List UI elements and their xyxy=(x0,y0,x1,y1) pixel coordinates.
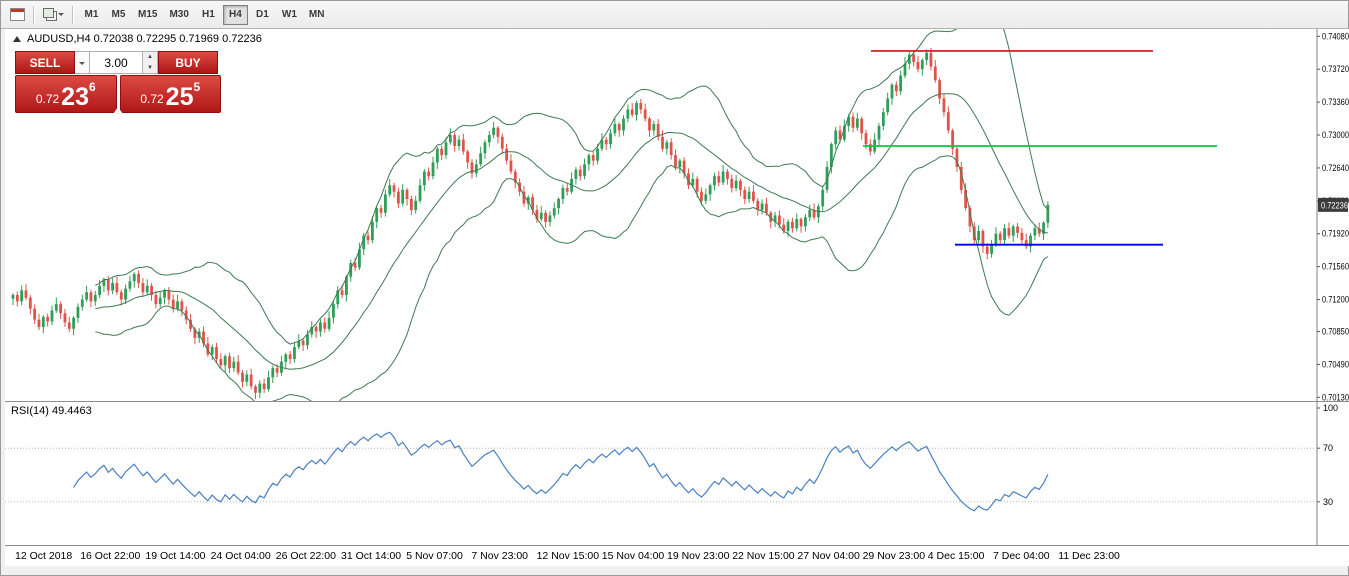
time-label: 15 Nov 04:00 xyxy=(601,550,665,562)
svg-text:0.72640: 0.72640 xyxy=(1322,163,1349,173)
price-axis: 0.74080 0.73720 0.73360 0.73000 0.72640 0.722… xyxy=(1316,29,1349,401)
timeframe-m15[interactable]: M15 xyxy=(133,5,162,25)
time-label: 12 Nov 15:00 xyxy=(536,550,600,562)
timeframe-m5[interactable]: M5 xyxy=(106,5,131,25)
svg-text:0.72236: 0.72236 xyxy=(1321,200,1348,210)
volume-stepper[interactable] xyxy=(143,51,158,74)
time-label: 19 Oct 14:00 xyxy=(145,550,206,562)
volume-input[interactable]: 3.00 xyxy=(90,51,143,74)
bollinger-bands xyxy=(95,29,1049,401)
bottom-strip xyxy=(1,566,1348,575)
buy-price-big: 25 xyxy=(165,83,194,111)
timeframe-d1[interactable]: D1 xyxy=(250,5,275,25)
time-label: 22 Nov 15:00 xyxy=(732,550,795,562)
volume-dropdown-icon[interactable] xyxy=(75,51,90,74)
buy-price-display[interactable]: 0.72 25 5 xyxy=(119,75,221,113)
svg-text:0.73720: 0.73720 xyxy=(1322,64,1349,74)
svg-text:0.73360: 0.73360 xyxy=(1322,97,1349,107)
volume-down-icon[interactable] xyxy=(143,62,157,73)
trend-lines xyxy=(863,50,1217,246)
ohlc-readout: AUDUSD,H4 0.72038 0.72295 0.71969 0.7223… xyxy=(27,33,262,45)
svg-text:0.71200: 0.71200 xyxy=(1322,295,1349,305)
timeframe-m30[interactable]: M30 xyxy=(164,5,193,25)
sell-price-display[interactable]: 0.72 23 6 xyxy=(15,75,117,113)
svg-text:30: 30 xyxy=(1323,497,1333,507)
svg-text:0.70130: 0.70130 xyxy=(1322,392,1349,401)
rsi-indicator-label: RSI(14) 49.4463 xyxy=(11,405,92,417)
time-label: 5 Nov 07:00 xyxy=(406,550,463,562)
layers-icon xyxy=(43,8,54,18)
sell-price-big: 23 xyxy=(61,83,89,111)
buy-button[interactable]: BUY xyxy=(158,51,218,74)
rsi-panel: 100 70 30 RSI(14) 49.4463 xyxy=(5,401,1349,545)
toolbar: M1 M5 M15 M30 H1 H4 D1 W1 MN xyxy=(1,1,1348,29)
window-icon xyxy=(9,8,25,21)
quote-label: AUDUSD,H4 0.72038 0.72295 0.71969 0.7223… xyxy=(13,33,262,45)
svg-text:0.73000: 0.73000 xyxy=(1322,130,1349,140)
sell-price-prefix: 0.72 xyxy=(35,92,60,106)
buy-price-prefix: 0.72 xyxy=(140,92,164,106)
chart-window-icon[interactable] xyxy=(6,4,28,26)
time-label: 12 Oct 2018 xyxy=(15,550,73,562)
svg-text:0.71920: 0.71920 xyxy=(1322,229,1349,239)
main-chart-panel: 0.740800.737200.733600.730000.726400.722… xyxy=(5,29,1349,401)
time-label: 24 Oct 04:00 xyxy=(210,550,271,562)
trade-controls-row: SELL 3.00 BUY xyxy=(15,51,221,74)
current-price-badge: 0.72236 xyxy=(1318,197,1348,212)
oneclick-collapse-icon[interactable] xyxy=(13,32,21,42)
time-label: 11 Dec 23:00 xyxy=(1058,550,1120,562)
svg-text:70: 70 xyxy=(1323,443,1333,453)
buy-price-pip: 5 xyxy=(193,80,201,94)
spread-notch xyxy=(113,107,123,114)
chart-window: 0.740800.737200.733600.730000.726400.722… xyxy=(5,29,1349,566)
toolbar-separator xyxy=(33,5,35,24)
chart-layers-button[interactable] xyxy=(40,4,67,26)
timeframe-mn[interactable]: MN xyxy=(304,5,330,25)
time-label: 19 Nov 23:00 xyxy=(667,550,730,562)
svg-text:0.71560: 0.71560 xyxy=(1322,262,1349,272)
sell-price-pip: 6 xyxy=(88,80,96,94)
time-label: 31 Oct 14:00 xyxy=(341,550,402,562)
svg-text:0.74080: 0.74080 xyxy=(1322,31,1349,41)
time-label: 7 Nov 23:00 xyxy=(471,550,529,562)
timeframe-group: M1 M5 M15 M30 H1 H4 D1 W1 MN xyxy=(78,4,330,25)
time-label: 26 Oct 22:00 xyxy=(275,550,336,562)
timeframe-w1[interactable]: W1 xyxy=(277,5,302,25)
timeframe-h1[interactable]: H1 xyxy=(196,5,221,25)
volume-up-icon[interactable] xyxy=(143,52,157,63)
time-label: 27 Nov 04:00 xyxy=(797,550,860,562)
svg-text:0.70850: 0.70850 xyxy=(1322,327,1349,337)
candles xyxy=(11,47,1050,400)
svg-text:100: 100 xyxy=(1323,403,1338,413)
one-click-trading-widget: SELL 3.00 BUY 0.72 23 6 xyxy=(15,51,221,114)
trade-prices-row: 0.72 23 6 0.72 25 5 xyxy=(15,75,221,114)
rsi-canvas[interactable]: 100 70 30 xyxy=(5,402,1349,545)
time-axis[interactable]: 12 Oct 2018 16 Oct 22:00 19 Oct 14:00 24 Oc… xyxy=(5,545,1349,566)
time-label: 29 Nov 23:00 xyxy=(862,550,926,562)
timeframe-h4[interactable]: H4 xyxy=(222,4,248,25)
toolbar-separator xyxy=(72,5,74,24)
rsi-line xyxy=(73,431,1049,512)
time-label: 7 Dec 04:00 xyxy=(993,550,1050,562)
sell-button[interactable]: SELL xyxy=(15,51,75,74)
chevron-down-icon xyxy=(58,13,64,19)
price-chart-canvas[interactable]: 0.740800.737200.733600.730000.726400.722… xyxy=(5,29,1349,401)
svg-text:0.70490: 0.70490 xyxy=(1322,359,1349,369)
time-label: 4 Dec 15:00 xyxy=(927,550,985,562)
time-label: 16 Oct 22:00 xyxy=(80,550,141,562)
timeframe-m1[interactable]: M1 xyxy=(79,5,104,25)
